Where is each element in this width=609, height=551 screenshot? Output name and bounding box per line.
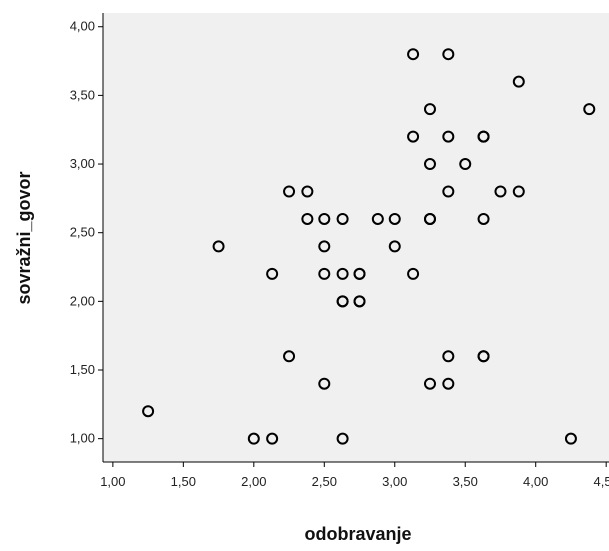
y-tick-label: 1,00 (70, 431, 95, 446)
x-tick-label: 2,00 (241, 474, 266, 489)
x-tick-label: 3,50 (453, 474, 478, 489)
data-point (318, 212, 331, 225)
data-point (442, 185, 455, 198)
data-point (442, 377, 455, 390)
data-point (423, 158, 436, 171)
data-point (301, 212, 314, 225)
data-point (407, 48, 420, 61)
data-point (318, 240, 331, 253)
data-point (442, 350, 455, 363)
data-point (388, 212, 401, 225)
y-axis-ticks: 1,00 1,50 2,00 2,50 3,00 3,50 4,00 (70, 19, 103, 446)
y-tick-label: 2,00 (70, 293, 95, 308)
x-tick-label: 3,00 (382, 474, 407, 489)
x-tick-label: 4,00 (523, 474, 548, 489)
data-point (388, 240, 401, 253)
data-point (283, 185, 296, 198)
data-point (442, 130, 455, 143)
x-axis-ticks: 1,00 1,50 2,00 2,50 3,00 3,50 4,00 4,50 (100, 462, 609, 489)
data-point (142, 405, 155, 418)
data-point (512, 75, 525, 88)
data-point (477, 350, 490, 363)
data-point (283, 350, 296, 363)
data-point (336, 295, 349, 308)
data-point (583, 103, 596, 116)
data-point (459, 158, 472, 171)
data-point (423, 377, 436, 390)
data-point (564, 432, 577, 445)
x-tick-label: 1,50 (171, 474, 196, 489)
data-points (142, 48, 596, 445)
data-point (477, 130, 490, 143)
data-point (336, 432, 349, 445)
data-point (407, 267, 420, 280)
data-point (247, 432, 260, 445)
y-tick-label: 3,00 (70, 156, 95, 171)
data-point (301, 185, 314, 198)
data-point (407, 130, 420, 143)
data-point (494, 185, 507, 198)
x-axis-title: odobravanje (304, 524, 411, 544)
data-point (442, 48, 455, 61)
data-point (353, 267, 366, 280)
data-point (336, 212, 349, 225)
y-tick-label: 2,50 (70, 225, 95, 240)
y-axis-title: sovražni_govor (14, 171, 34, 304)
y-tick-label: 4,00 (70, 19, 95, 34)
data-point (423, 103, 436, 116)
data-point (318, 267, 331, 280)
data-point (512, 185, 525, 198)
data-point (371, 212, 384, 225)
data-point (212, 240, 225, 253)
x-tick-label: 1,00 (100, 474, 125, 489)
plot-area (103, 13, 609, 462)
data-point (336, 267, 349, 280)
data-point (423, 212, 436, 225)
data-point (266, 267, 279, 280)
data-point (266, 432, 279, 445)
data-point (477, 212, 490, 225)
x-tick-label: 2,50 (312, 474, 337, 489)
x-tick-label: 4,50 (594, 474, 609, 489)
data-point (318, 377, 331, 390)
y-tick-label: 1,50 (70, 362, 95, 377)
y-tick-label: 3,50 (70, 87, 95, 102)
data-point (353, 295, 366, 308)
